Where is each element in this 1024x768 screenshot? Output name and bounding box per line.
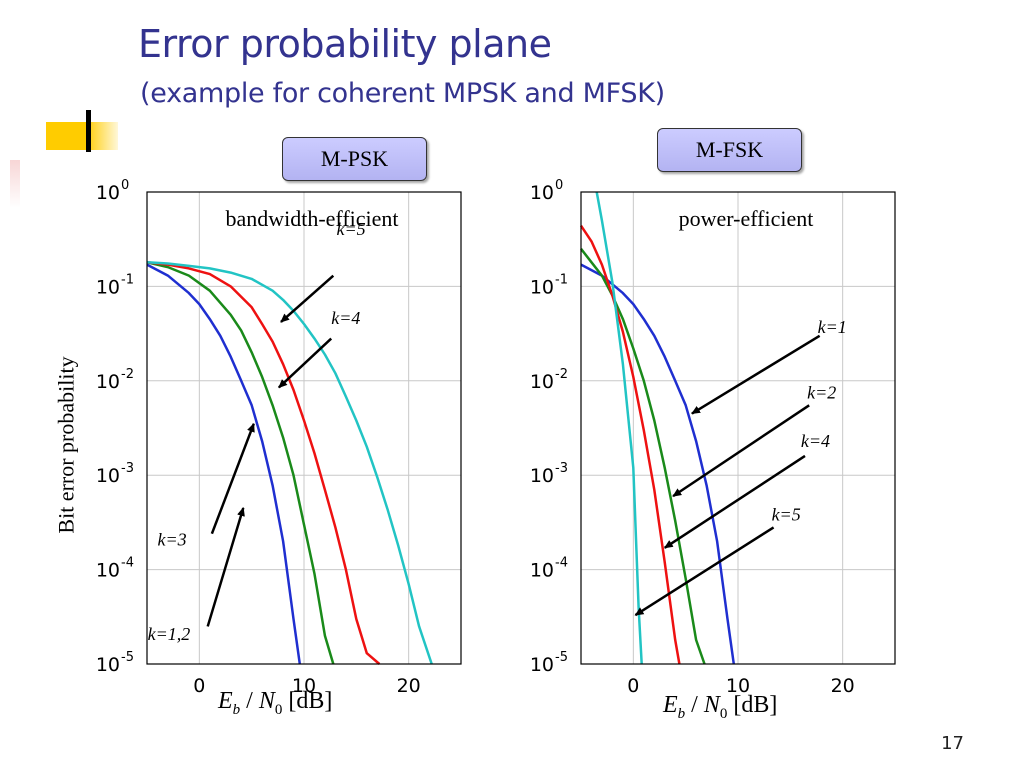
panel-title: power-efficient bbox=[679, 206, 814, 231]
y-tick-exponent: 0 bbox=[121, 178, 129, 193]
annotation-arrow bbox=[691, 334, 821, 415]
x-tick-label: 10 bbox=[292, 675, 316, 697]
annotation-label: k=4 bbox=[331, 308, 360, 328]
x-label-sep: / bbox=[240, 688, 259, 714]
y-tick-exponent: -3 bbox=[555, 461, 568, 476]
y-tick-label: 10 bbox=[96, 465, 120, 487]
panel-label-mfsk: M-FSK bbox=[657, 128, 802, 172]
x-tick-label: 0 bbox=[193, 675, 205, 697]
x-label-0: 0 bbox=[274, 701, 283, 718]
annotation-arrow bbox=[206, 506, 245, 627]
x-axis-label-right: Eb / N0 [dB] bbox=[663, 692, 777, 723]
x-label-n: N bbox=[258, 688, 275, 714]
y-tick-label: 10 bbox=[96, 276, 120, 298]
x-label-unit: [dB] bbox=[727, 692, 778, 718]
annotation-label: k=5 bbox=[337, 219, 366, 239]
x-label-sep: / bbox=[685, 692, 704, 718]
y-tick-label: 10 bbox=[96, 560, 120, 582]
decorative-accent-line bbox=[86, 110, 91, 152]
series-line-k-1 bbox=[580, 263, 736, 665]
annotation-label: k=2 bbox=[807, 382, 836, 402]
y-tick-label: 10 bbox=[96, 654, 120, 676]
x-axis-label-left: Eb / N0 [dB] bbox=[218, 688, 332, 719]
y-tick-label: 10 bbox=[530, 182, 554, 204]
x-label-e: E bbox=[663, 692, 678, 718]
y-tick-exponent: -3 bbox=[121, 461, 134, 476]
annotation-label: k=5 bbox=[772, 505, 801, 525]
x-label-unit: [dB] bbox=[282, 688, 333, 714]
x-label-b: b bbox=[232, 701, 241, 718]
annotation-arrow bbox=[278, 337, 333, 389]
x-tick-label: 0 bbox=[627, 675, 639, 697]
y-tick-exponent: -2 bbox=[555, 367, 568, 382]
x-tick-label: 20 bbox=[397, 675, 421, 697]
x-label-n: N bbox=[703, 692, 720, 718]
y-tick-exponent: -5 bbox=[121, 650, 134, 665]
y-tick-label: 10 bbox=[96, 182, 120, 204]
y-tick-label: 10 bbox=[530, 654, 554, 676]
y-tick-label: 10 bbox=[96, 371, 120, 393]
series-line-k-1-2 bbox=[146, 263, 302, 665]
annotation-label: k=4 bbox=[801, 431, 830, 451]
x-label-e: E bbox=[218, 688, 233, 714]
y-tick-exponent: -4 bbox=[121, 556, 134, 571]
x-label-0: 0 bbox=[719, 705, 728, 722]
decorative-accent-bar bbox=[46, 122, 118, 150]
page-number: 17 bbox=[941, 733, 964, 754]
y-tick-label: 10 bbox=[530, 465, 554, 487]
series-line-k-4 bbox=[579, 225, 681, 665]
plot-frame bbox=[580, 191, 896, 665]
plot-frame bbox=[146, 191, 462, 665]
slide-title: Error probability plane bbox=[138, 22, 552, 66]
annotation-label: k=1 bbox=[818, 317, 847, 337]
series-line-k-3 bbox=[146, 261, 335, 665]
y-tick-label: 10 bbox=[530, 276, 554, 298]
x-tick-label: 20 bbox=[831, 675, 855, 697]
y-tick-label: 10 bbox=[530, 560, 554, 582]
annotation-arrow bbox=[210, 422, 255, 535]
slide-subtitle: (example for coherent MPSK and MFSK) bbox=[140, 78, 665, 109]
annotation-arrow bbox=[280, 274, 335, 323]
annotation-label: k=3 bbox=[158, 530, 187, 550]
y-tick-label: 10 bbox=[530, 371, 554, 393]
y-tick-exponent: -1 bbox=[121, 272, 134, 287]
series-line-k-5 bbox=[595, 191, 643, 665]
panel-title: bandwidth-efficient bbox=[225, 206, 398, 231]
decorative-side-mark bbox=[10, 160, 20, 208]
panel-label-mpsk: M-PSK bbox=[282, 137, 427, 181]
annotation-label: k=1,2 bbox=[148, 624, 191, 644]
y-tick-exponent: -4 bbox=[555, 556, 568, 571]
y-tick-exponent: -2 bbox=[121, 367, 134, 382]
series-line-k-2 bbox=[580, 248, 706, 665]
annotation-arrow bbox=[663, 454, 806, 549]
x-tick-label: 10 bbox=[726, 675, 750, 697]
y-tick-exponent: -1 bbox=[555, 272, 568, 287]
annotation-arrow bbox=[672, 404, 810, 498]
y-tick-exponent: 0 bbox=[555, 178, 563, 193]
y-tick-exponent: -5 bbox=[555, 650, 568, 665]
annotation-arrow bbox=[634, 526, 775, 617]
x-label-b: b bbox=[677, 705, 686, 722]
series-line-k-5 bbox=[146, 261, 433, 665]
